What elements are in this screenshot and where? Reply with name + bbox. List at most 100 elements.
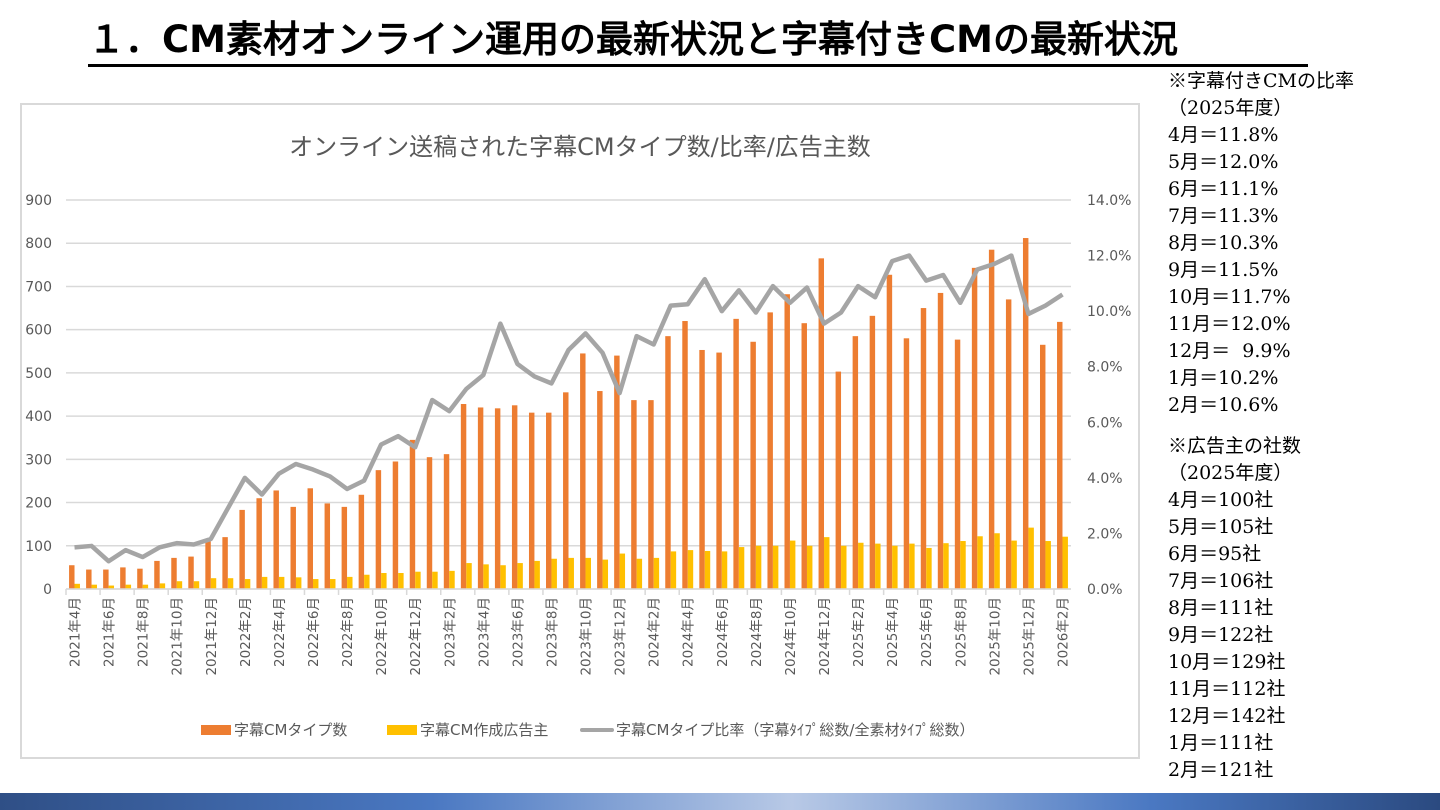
bar-types [971, 267, 978, 589]
bar-advertisers [398, 573, 404, 589]
bar-types [86, 569, 92, 589]
x-tick-label: 2026年2月 [1055, 597, 1071, 667]
bar-types [682, 321, 688, 589]
legend-label-types: 字幕CMタイプ数 [234, 721, 347, 739]
x-tick-label: 2024年10月 [783, 597, 799, 676]
bar-types [307, 488, 313, 589]
bar-types [103, 569, 109, 589]
bar-types [784, 294, 790, 589]
x-tick-label: 2023年2月 [442, 597, 458, 667]
ratio-period: （2025年度） [1168, 97, 1293, 119]
bar-types [137, 568, 143, 589]
bar-advertisers [772, 545, 779, 589]
advertisers-row: 7月＝106社 [1168, 570, 1274, 592]
ratio-row: 9月＝11.5% [1168, 259, 1279, 281]
bar-advertisers [977, 536, 983, 589]
bar-types [392, 461, 399, 589]
advertisers-row: 12月＝142社 [1168, 705, 1286, 727]
ratio-row: 4月＝11.8% [1168, 124, 1279, 146]
bar-advertisers [1045, 541, 1051, 589]
bar-advertisers [517, 563, 523, 589]
bar-advertisers [244, 579, 251, 589]
bar-advertisers [364, 574, 370, 589]
ratio-row: 6月＝11.1% [1168, 178, 1279, 200]
ratio-row: 10月＝11.7% [1168, 286, 1291, 308]
y-axis-left: 0 100 200 300 400 500 600 700 800 900 [25, 193, 52, 598]
bar-advertisers [125, 584, 132, 589]
ratio-heading: ※字幕付きCMの比率 [1168, 70, 1354, 92]
x-tick-label: 2025年4月 [885, 597, 901, 667]
legend: 字幕CMタイプ数 字幕CM作成広告主 字幕CMタイプ比率（字幕ﾀｲﾌﾟ総数/全素… [201, 721, 974, 739]
bar-types [290, 506, 296, 589]
advertisers-heading: ※広告主の社数 [1168, 435, 1302, 457]
bar-types [852, 336, 859, 589]
x-tick-label: 2022年6月 [306, 597, 322, 667]
y2-tick-label: 10.0% [1087, 304, 1131, 320]
bar-types [188, 556, 194, 589]
y-tick-label: 700 [25, 279, 52, 295]
bar-types [528, 412, 535, 589]
footer-bar [0, 793, 1440, 810]
bar-types [767, 312, 773, 589]
bar-advertisers [466, 563, 472, 589]
ratio-row: 7月＝11.3% [1168, 205, 1279, 227]
bar-advertisers [858, 542, 864, 589]
bar-advertisers [176, 581, 183, 589]
bar-advertisers [789, 540, 796, 589]
x-tick-label: 2023年12月 [613, 597, 629, 676]
chart-frame: オンライン送稿された字幕CMタイプ数/比率/広告主数 0 100 200 300 400… [20, 103, 1140, 759]
x-tick-label: 2022年2月 [238, 597, 254, 667]
y-tick-label: 200 [25, 496, 52, 512]
bar-types [69, 565, 75, 589]
bar-types [324, 503, 331, 589]
bar-types [886, 274, 893, 589]
bar-advertisers [500, 565, 506, 589]
x-tick-label: 2023年4月 [476, 597, 492, 667]
bar-advertisers [687, 550, 694, 589]
legend-label-ratio: 字幕CMタイプ比率（字幕ﾀｲﾌﾟ総数/全素材ﾀｲﾌﾟ総数） [616, 721, 974, 739]
ratio-list: 4月＝11.8% 5月＝12.0% 6月＝11.1% 7月＝11.3% 8月＝10.3%… [1168, 122, 1436, 419]
x-tick-label: 2025年12月 [1021, 597, 1037, 676]
advertisers-row: 11月＝112社 [1168, 678, 1286, 700]
bar-types [341, 506, 348, 589]
y-tick-label: 500 [25, 366, 52, 382]
x-tick-label: 2024年8月 [749, 597, 765, 667]
x-tick-label: 2022年12月 [408, 597, 424, 676]
x-tick-label: 2021年8月 [136, 597, 152, 667]
bar-types [511, 405, 518, 589]
bar-types [665, 336, 671, 589]
bar-advertisers [755, 545, 762, 589]
x-axis: 2021年4月 2021年6月 2021年8月 2021年10月 2021年12月 202… [65, 588, 1071, 676]
bar-advertisers [721, 551, 728, 589]
bar-advertisers [193, 581, 200, 589]
ratio-row: 5月＝12.0% [1168, 151, 1279, 173]
bar-types [631, 400, 637, 589]
bar-advertisers [704, 550, 711, 589]
bar-types [699, 349, 705, 589]
bar-types [614, 355, 620, 589]
bar-advertisers [926, 547, 932, 589]
y-tick-label: 600 [25, 323, 52, 339]
bar-types [426, 457, 433, 589]
bar-advertisers [994, 533, 1000, 589]
page-title: １．CM素材オンライン運用の最新状況と字幕付きCMの最新状況 [88, 18, 1308, 67]
y2-tick-label: 4.0% [1087, 471, 1123, 487]
bar-advertisers [824, 537, 830, 589]
bar-types [477, 407, 484, 589]
x-tick-label: 2022年4月 [272, 597, 288, 667]
bar-advertisers [892, 545, 898, 589]
bar-advertisers [909, 543, 915, 589]
bar-types [358, 494, 365, 589]
series-bar-types [69, 238, 1063, 589]
ratio-row: 2月＝10.6% [1168, 394, 1279, 416]
y2-tick-label: 8.0% [1087, 360, 1123, 376]
x-tick-label: 2023年6月 [510, 597, 526, 667]
bar-types [597, 391, 603, 589]
y2-tick-label: 14.0% [1087, 193, 1131, 209]
bar-types [222, 537, 228, 589]
advertisers-row: 5月＝105社 [1168, 516, 1274, 538]
x-tick-label: 2024年12月 [817, 597, 833, 676]
x-tick-label: 2021年6月 [102, 597, 118, 667]
bar-types [988, 249, 995, 589]
advertisers-row: 8月＝111社 [1168, 597, 1274, 619]
